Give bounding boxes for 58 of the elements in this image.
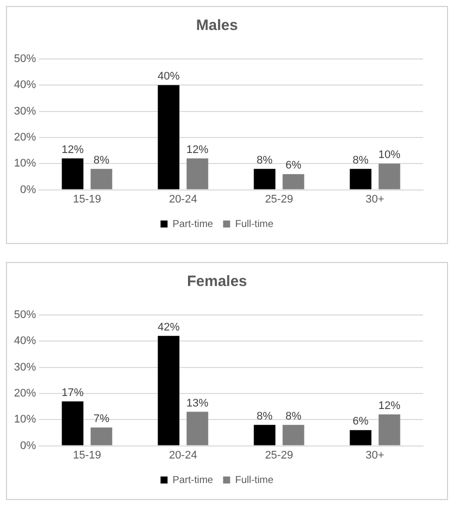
bar: [186, 158, 208, 190]
y-tick-label: 0%: [20, 184, 36, 196]
data-label: 8%: [93, 154, 110, 166]
bar: [254, 424, 276, 446]
x-tick-label: 20-24: [168, 193, 198, 206]
legend-label: Part-time: [172, 474, 214, 486]
bar: [62, 401, 84, 446]
bar: [282, 174, 304, 190]
data-label: 13%: [186, 397, 209, 410]
bar: [186, 412, 208, 446]
x-tick-label: 20-24: [168, 449, 198, 462]
y-tick-label: 30%: [14, 105, 36, 118]
bar: [158, 336, 180, 446]
x-tick-label: 15-19: [72, 449, 102, 462]
data-label: 8%: [256, 154, 273, 166]
y-tick-label: 30%: [14, 361, 36, 374]
data-label: 7%: [93, 413, 110, 426]
y-tick-label: 20%: [14, 132, 36, 144]
y-tick-label: 10%: [14, 158, 36, 170]
y-tick-label: 40%: [14, 335, 36, 348]
y-tick-label: 50%: [14, 309, 36, 322]
y-tick-label: 10%: [14, 414, 36, 426]
data-label: 12%: [378, 400, 401, 412]
data-label: 42%: [158, 321, 180, 334]
bar: [90, 168, 112, 190]
legend-label: Full-time: [235, 218, 274, 230]
y-tick-label: 20%: [14, 388, 36, 400]
data-label: 6%: [352, 416, 369, 428]
data-label: 10%: [378, 149, 401, 162]
x-tick-label: 30+: [366, 449, 384, 462]
bar: [350, 168, 372, 190]
y-tick-label: 50%: [14, 53, 36, 66]
y-tick-label: 0%: [20, 440, 36, 452]
data-label: 8%: [256, 410, 273, 422]
data-label: 8%: [352, 154, 369, 166]
bar: [62, 158, 84, 190]
bar: [254, 168, 276, 190]
legend-label: Full-time: [235, 474, 274, 486]
data-label: 6%: [285, 160, 302, 172]
chart-title: Females: [186, 273, 248, 290]
data-label: 40%: [158, 70, 180, 83]
chart-title: Males: [196, 17, 238, 34]
data-label: 8%: [285, 410, 302, 422]
x-tick-label: 30+: [366, 193, 384, 206]
legend-label: Part-time: [172, 218, 214, 230]
bar: [158, 85, 180, 190]
bar: [378, 414, 400, 446]
bar: [350, 430, 372, 446]
bar: [90, 427, 112, 446]
x-tick-label: 25-29: [264, 449, 294, 462]
data-label: 17%: [62, 386, 84, 399]
bar: [282, 424, 304, 446]
x-tick-label: 15-19: [72, 193, 102, 206]
bar: [378, 164, 400, 190]
data-label: 12%: [186, 144, 209, 156]
x-tick-label: 25-29: [264, 193, 294, 206]
y-tick-label: 40%: [14, 79, 36, 92]
data-label: 12%: [62, 144, 84, 156]
